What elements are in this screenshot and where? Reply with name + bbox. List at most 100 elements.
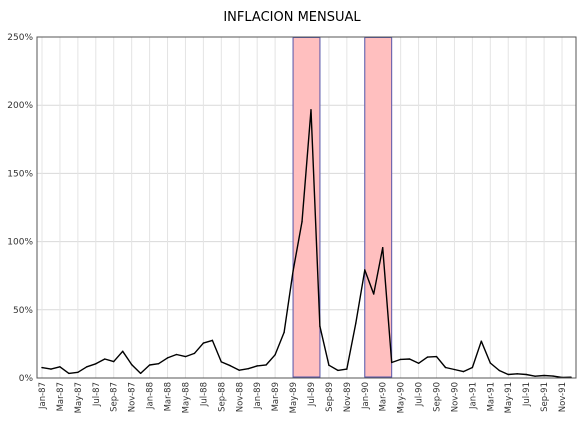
data-point — [292, 270, 294, 272]
y-tick-label: 50% — [13, 306, 33, 316]
data-point — [256, 365, 258, 367]
data-point — [113, 360, 115, 363]
x-tick-label: Mar-89 — [271, 382, 281, 411]
data-point — [121, 350, 124, 352]
y-tick-label: 0% — [19, 374, 34, 384]
x-tick-label: Jul-91 — [522, 382, 532, 407]
series-layer — [41, 109, 572, 379]
data-point — [139, 372, 142, 375]
data-point — [265, 364, 267, 366]
x-tick-label: Mar-91 — [486, 382, 496, 411]
data-point — [382, 247, 384, 249]
data-point — [471, 366, 474, 369]
x-axis: Jan-87 Mar-87 May-87 Jul-87 Sep-87 Nov-87 Jan-… — [38, 382, 568, 413]
data-point — [301, 221, 303, 223]
data-point — [211, 339, 214, 342]
plot-area-frame — [36, 36, 577, 379]
x-tick-label: Jan-88 — [146, 382, 156, 410]
x-tick-label: May-90 — [397, 382, 407, 413]
data-point — [552, 375, 554, 377]
data-point — [104, 358, 106, 360]
x-tick-label: Mar-87 — [56, 382, 66, 411]
data-point — [498, 369, 500, 372]
data-point — [229, 365, 231, 367]
data-point — [489, 362, 492, 364]
data-point — [346, 368, 348, 370]
data-point — [157, 362, 160, 365]
data-point — [364, 269, 366, 271]
data-point — [283, 331, 285, 334]
data-point — [130, 363, 133, 366]
data-point — [426, 356, 429, 358]
x-tick-label: Nov-88 — [235, 382, 245, 412]
x-tick-label: Jul-90 — [415, 382, 425, 407]
data-point — [328, 364, 330, 366]
chart-title: INFLACION MENSUAL — [223, 10, 361, 25]
data-point — [480, 340, 483, 342]
data-point — [543, 374, 545, 377]
data-point — [193, 352, 196, 355]
data-point — [373, 293, 375, 295]
x-tick-label: Jan-87 — [38, 382, 48, 410]
y-axis: 0% 50% 100% 150% 200% 250% — [7, 33, 33, 384]
data-point — [220, 361, 223, 363]
data-point — [59, 366, 61, 368]
data-point — [399, 358, 402, 361]
x-tick-label: May-87 — [74, 382, 84, 413]
data-point — [310, 109, 312, 111]
data-point — [274, 354, 276, 356]
data-point — [41, 366, 43, 369]
series-line-1 — [41, 109, 572, 379]
x-tick-label: May-91 — [504, 382, 514, 413]
data-point — [247, 368, 249, 370]
data-point — [355, 322, 357, 325]
y-tick-label: 250% — [7, 33, 33, 43]
x-tick-label: Jan-89 — [253, 382, 263, 410]
x-tick-label: Jul-88 — [199, 382, 209, 407]
y-tick-label: 100% — [7, 238, 33, 248]
y-tick-label: 200% — [7, 101, 33, 111]
x-tick-label: May-88 — [181, 382, 191, 413]
x-tick-label: Nov-89 — [343, 382, 353, 412]
data-point — [462, 370, 465, 373]
data-point — [166, 357, 169, 359]
data-point — [525, 373, 527, 376]
x-tick-label: Sep-88 — [217, 382, 227, 412]
data-point — [95, 363, 97, 365]
data-point — [417, 362, 420, 364]
highlight-band-1 — [292, 37, 321, 378]
x-tick-label: Sep-91 — [540, 382, 550, 412]
data-point — [435, 355, 438, 358]
x-tick-label: Jul-89 — [307, 382, 317, 407]
highlight-band-2 — [364, 37, 393, 378]
data-point — [148, 364, 151, 366]
x-tick-label: May-89 — [289, 382, 299, 413]
data-point — [516, 373, 518, 375]
data-point — [50, 368, 52, 370]
data-point — [238, 369, 240, 371]
x-tick-label: Mar-88 — [164, 382, 174, 411]
data-point — [77, 371, 79, 373]
y-tick-label: 150% — [7, 169, 33, 179]
highlight-bands — [292, 37, 393, 378]
x-tick-label: Nov-90 — [450, 382, 460, 412]
x-tick-label: Mar-90 — [379, 382, 389, 411]
data-point — [184, 355, 187, 358]
x-tick-label: Nov-87 — [128, 382, 138, 412]
x-tick-label: Jan-91 — [468, 382, 478, 410]
data-point — [534, 375, 536, 377]
data-point — [408, 358, 411, 360]
x-tick-label: Nov-91 — [558, 382, 568, 412]
x-tick-label: Sep-87 — [110, 382, 120, 412]
data-point — [68, 372, 70, 375]
data-point — [86, 366, 88, 368]
data-point — [390, 361, 393, 364]
data-point — [337, 369, 339, 372]
data-point — [444, 366, 447, 369]
data-point — [202, 342, 205, 344]
x-tick-label: Sep-90 — [433, 382, 443, 412]
data-point — [507, 373, 509, 376]
data-point — [319, 325, 321, 328]
x-tick-label: Jan-90 — [361, 382, 371, 410]
